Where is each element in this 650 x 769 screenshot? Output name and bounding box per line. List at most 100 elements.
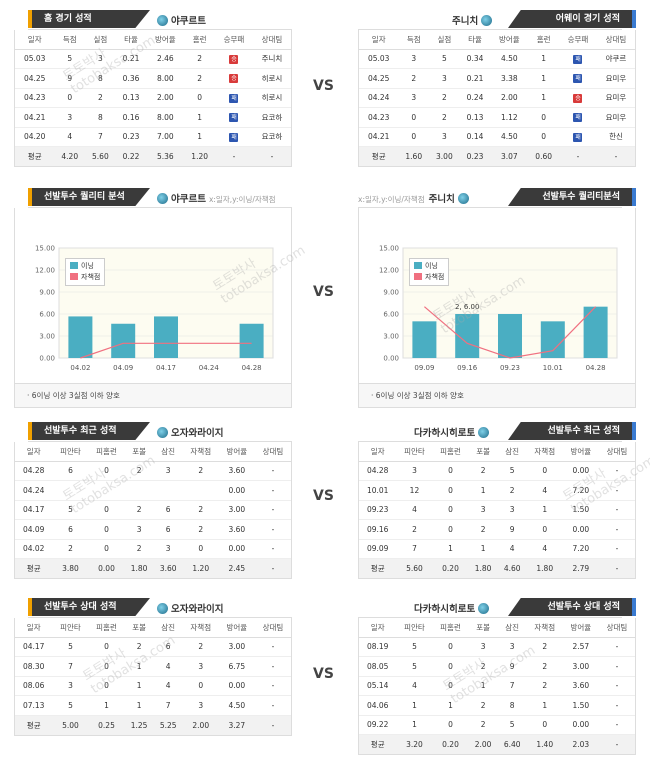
home-pitcher-recent-panel: 선발투수 최근 성적 오자와라이지 일자 피안타 피홈런 포볼 삼진 자책점 방어율 상대팀 0… [14,418,292,579]
innings-bar [68,316,93,358]
panel-header: 다카하시히로토 선발투수 상대 성적 [358,594,636,618]
average-row: 평균 1.60 3.00 0.23 3.07 0.60- - [359,146,635,166]
table-cell: 3.60 [218,461,255,481]
x-tick-label: 04.02 [70,364,90,372]
table-cell: 0 [432,480,469,501]
average-cell: 0.60 [528,146,559,166]
average-cell: 4.60 [497,558,527,578]
column-header: 일자 [359,442,397,462]
table-cell: 8.00 [146,68,185,89]
table-cell: 04.25 [15,68,55,89]
table-cell: - [598,500,635,520]
table-cell: 1.50 [562,695,599,716]
table-row: 09.09 7 1 1 4 4 7.20- [359,539,635,559]
table-cell: 0.36 [115,68,147,89]
stats-table: 일자 피안타 피홈런 포볼 삼진 자책점 방어율 상대팀 08.19 5 0 3 3 2 2.57-08.0… [359,618,635,754]
table-cell: 승 [214,49,253,69]
table-cell: 0.14 [459,127,491,147]
table-cell: - [598,695,635,716]
column-header: 일자 [359,618,397,638]
table-cell: 09.09 [359,539,397,559]
team-name: 다카하시히로토 [414,601,492,615]
average-row: 평균 4.20 5.60 0.22 5.36 1.20- - [15,146,291,166]
table-cell: 2.46 [146,49,185,69]
table-cell: 5 [497,461,527,481]
table-cell: 1 [528,49,559,69]
average-cell: 2.03 [562,734,599,754]
vs-label: VS [313,488,334,504]
table-row: 08.19 5 0 3 3 2 2.57- [359,637,635,657]
table-cell: 2 [468,715,498,735]
table-cell: - [598,519,635,540]
table-cell: 패 [214,127,253,147]
table-cell: 3 [429,127,460,147]
average-cell: 평균 [359,146,399,166]
stats-table: 일자 피안타 피홈런 포볼 삼진 자책점 방어율 상대팀 04.28 3 0 2 5 0 0.00-10.0… [359,442,635,578]
table-cell: 3 [153,461,183,481]
table-cell: 0 [526,519,563,540]
table-cell: 2 [182,519,219,540]
win-badge: 승 [229,54,239,64]
panel-header: x:일자,y:이닝/자책점 주니치 선발투수 퀄리티분석 [358,184,636,208]
average-row: 평균 5.60 0.20 1.80 4.60 1.80 2.79- [359,558,635,578]
column-header: 실점 [85,30,116,50]
y-tick-label: 9.00 [39,289,55,297]
average-cell: 평균 [15,715,53,735]
panel-header: 홈 경기 성적 야쿠르트 [14,6,292,30]
table-cell: 1 [124,676,154,696]
average-cell: 1.20 [184,146,215,166]
x-tick-label: 04.24 [199,364,220,372]
average-cell: 0.00 [88,558,125,578]
table-cell: 1 [468,539,498,559]
column-header: 득점 [54,30,86,50]
column-header: 포볼 [468,442,498,462]
table-cell: 7 [153,695,183,716]
table-cell: 3 [54,107,86,128]
table-cell: 4 [526,539,563,559]
column-header: 승무패 [558,30,597,50]
table-cell: 0 [432,461,469,481]
panel-tag: 어웨이 경기 성적 [508,10,636,28]
table-cell: 3 [497,637,527,657]
table-cell: - [598,480,635,501]
panel-tag: 선발투수 상대 성적 [28,598,150,616]
column-header: 타율 [115,30,147,50]
panel-header: 주니치 어웨이 경기 성적 [358,6,636,30]
column-header: 삼진 [153,618,183,638]
table-cell: 4 [153,656,183,677]
table-cell: 0 [182,676,219,696]
table-cell: 8 [497,695,527,716]
average-cell: 6.40 [497,734,527,754]
table-header-row: 일자 득점 실점 타율 방어율 홈런 승무패 상대팀 [359,30,635,50]
table-cell: 4 [396,676,433,696]
table-cell: 2 [184,49,215,69]
column-header: 자책점 [526,442,563,462]
table-cell: 2 [468,519,498,540]
x-tick-label: 04.28 [242,364,262,372]
table-cell: 0 [432,656,469,677]
table-cell: 1 [432,695,469,716]
column-header: 상대팀 [598,442,635,462]
team-logo-icon [157,603,168,614]
loss-badge: 패 [573,113,583,123]
table-cell: 0 [88,500,125,520]
table-cell: 09.22 [359,715,397,735]
table-cell: - [254,461,291,481]
average-cell: 1.80 [468,558,498,578]
team-logo-icon [478,427,490,438]
table-cell: 05.03 [359,49,399,69]
table-cell: 05.03 [15,49,55,69]
table-row: 04.24 0.00- [15,480,291,501]
table-cell: - [254,500,291,520]
table-cell: 0.00 [218,480,255,501]
table-row: 04.21 0 3 0.14 4.50 0 패 한신 [359,127,635,147]
data-annotation: 2, 6.00 [455,303,480,311]
table-cell: 2 [124,539,154,559]
innings-bar [412,321,437,358]
team-logo-icon [481,15,493,26]
table-row: 04.06 1 1 2 8 1 1.50- [359,695,635,716]
y-tick-label: 0.00 [39,355,55,363]
column-header: 자책점 [182,618,219,638]
innings-bar [498,314,522,358]
table-cell: 3.00 [218,500,255,520]
